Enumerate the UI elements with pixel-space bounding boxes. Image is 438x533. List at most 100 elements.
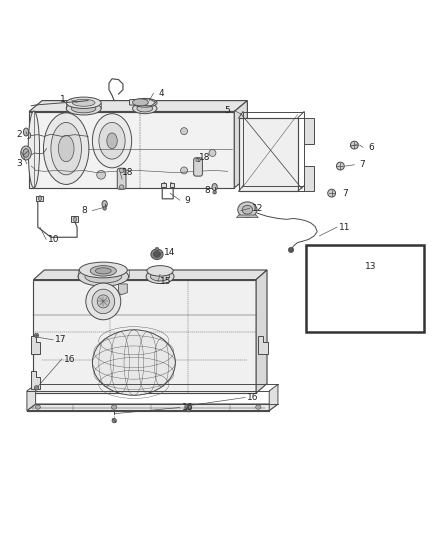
Polygon shape (269, 384, 278, 410)
Ellipse shape (336, 162, 344, 170)
Polygon shape (71, 216, 78, 222)
Ellipse shape (186, 405, 191, 409)
Ellipse shape (120, 168, 124, 173)
Ellipse shape (120, 185, 124, 189)
Ellipse shape (288, 247, 293, 253)
Ellipse shape (180, 128, 187, 135)
Text: 5: 5 (224, 106, 230, 115)
Text: 6: 6 (368, 143, 374, 152)
Ellipse shape (153, 251, 160, 257)
Text: 2: 2 (16, 130, 22, 139)
Text: 7: 7 (342, 189, 348, 198)
Ellipse shape (92, 114, 132, 168)
Ellipse shape (90, 265, 117, 276)
Polygon shape (119, 284, 127, 295)
Ellipse shape (180, 167, 187, 174)
Ellipse shape (103, 207, 106, 210)
Ellipse shape (71, 104, 96, 113)
Text: 18: 18 (123, 168, 134, 177)
Ellipse shape (256, 405, 261, 409)
Ellipse shape (95, 268, 111, 274)
Ellipse shape (107, 133, 117, 149)
Ellipse shape (23, 128, 28, 136)
Ellipse shape (238, 202, 257, 217)
Text: 8: 8 (81, 206, 88, 215)
Polygon shape (234, 101, 247, 188)
Polygon shape (31, 372, 40, 389)
Polygon shape (33, 270, 267, 280)
Ellipse shape (66, 102, 101, 115)
Ellipse shape (213, 190, 216, 194)
Polygon shape (256, 270, 267, 393)
Text: 9: 9 (185, 196, 191, 205)
Polygon shape (297, 166, 314, 191)
Text: 15: 15 (160, 277, 172, 286)
Polygon shape (297, 118, 314, 144)
Ellipse shape (38, 196, 42, 200)
Ellipse shape (58, 135, 74, 161)
Ellipse shape (66, 97, 101, 108)
Ellipse shape (133, 103, 157, 114)
Ellipse shape (155, 247, 159, 251)
Polygon shape (356, 297, 375, 314)
Polygon shape (29, 111, 234, 188)
Ellipse shape (97, 171, 106, 179)
Text: 8: 8 (204, 185, 210, 195)
Polygon shape (27, 404, 278, 410)
Ellipse shape (350, 141, 358, 149)
Ellipse shape (79, 262, 127, 278)
Ellipse shape (35, 405, 40, 409)
Ellipse shape (186, 408, 191, 412)
Ellipse shape (97, 295, 110, 308)
FancyBboxPatch shape (194, 158, 202, 176)
Ellipse shape (92, 330, 175, 395)
Text: 14: 14 (164, 248, 176, 257)
Ellipse shape (112, 405, 117, 409)
Ellipse shape (151, 249, 163, 260)
Ellipse shape (51, 123, 81, 175)
Polygon shape (33, 280, 256, 393)
Ellipse shape (72, 99, 95, 106)
Ellipse shape (28, 111, 39, 188)
Ellipse shape (150, 272, 170, 281)
Ellipse shape (34, 386, 39, 390)
Ellipse shape (112, 418, 117, 423)
Ellipse shape (21, 146, 31, 160)
Ellipse shape (43, 113, 89, 184)
Polygon shape (27, 384, 35, 410)
Text: 3: 3 (16, 159, 22, 168)
Text: 1: 1 (60, 95, 66, 104)
Polygon shape (36, 196, 43, 201)
Ellipse shape (102, 200, 107, 207)
Ellipse shape (34, 333, 39, 338)
FancyBboxPatch shape (117, 168, 126, 189)
Text: 16: 16 (247, 393, 259, 402)
Polygon shape (239, 118, 297, 191)
Ellipse shape (73, 217, 77, 222)
Text: 13: 13 (365, 262, 377, 271)
Bar (306, 245, 424, 332)
Polygon shape (339, 266, 392, 284)
Polygon shape (332, 275, 339, 280)
Ellipse shape (133, 99, 148, 106)
Text: 7: 7 (359, 160, 365, 169)
Text: 16: 16 (64, 354, 75, 364)
Ellipse shape (354, 265, 376, 283)
Ellipse shape (137, 105, 152, 112)
Ellipse shape (147, 265, 173, 276)
Ellipse shape (92, 289, 115, 313)
Polygon shape (258, 336, 268, 354)
Ellipse shape (133, 99, 157, 107)
Ellipse shape (328, 189, 336, 197)
Polygon shape (347, 284, 384, 297)
Polygon shape (170, 183, 174, 187)
Ellipse shape (146, 270, 174, 284)
Ellipse shape (85, 270, 122, 283)
Polygon shape (29, 101, 247, 111)
Ellipse shape (86, 283, 121, 320)
Ellipse shape (359, 269, 371, 280)
Ellipse shape (99, 123, 125, 159)
Polygon shape (31, 336, 40, 354)
Text: 17: 17 (55, 335, 67, 344)
Ellipse shape (209, 149, 216, 157)
